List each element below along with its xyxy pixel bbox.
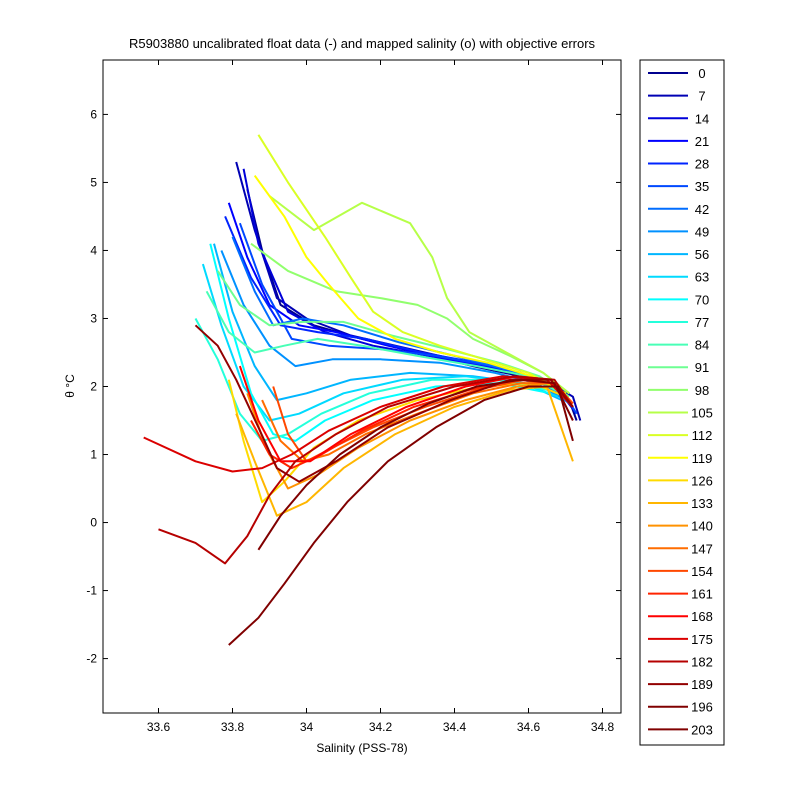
legend-label-126: 126 [691,473,713,488]
series-line-119 [253,175,566,395]
legend-label-119: 119 [692,451,713,466]
x-tick-label: 34.8 [591,720,615,734]
legend: 0 7 14 21 28 35 42 49 56 63 70 77 84 91 98 105 112 119 126… [639,59,725,746]
legend-label-7: 7 [698,89,705,104]
legend-label-133: 133 [691,496,713,511]
series-line-105 [268,195,570,395]
legend-label-182: 182 [691,654,713,669]
legend-label-49: 49 [695,224,709,239]
series-line-133 [235,385,574,517]
x-tick-label: 33.8 [221,720,245,734]
legend-label-189: 189 [691,677,713,692]
x-tick-label: 34.6 [517,720,541,734]
y-axis-label: θ °C [63,374,77,398]
x-tick-label: 34.2 [369,720,393,734]
x-axis-ticks: 33.6 33.8 34 34.2 34.4 34.6 34.8 [147,60,615,734]
x-tick-label: 34 [300,720,314,734]
y-tick-label: 6 [90,107,97,121]
legend-label-168: 168 [691,609,713,624]
legend-label-196: 196 [691,700,713,715]
legend-label-175: 175 [691,632,713,647]
y-tick-label: 4 [90,243,97,257]
legend-box [639,59,725,746]
y-axis-ticks: -2 -1 0 1 2 3 4 5 6 [86,107,621,666]
series-line-203 [228,385,574,646]
legend-label-63: 63 [695,270,709,285]
legend-label-98: 98 [695,383,709,398]
chart-title: R5903880 uncalibrated float data (-) and… [129,36,596,51]
legend-label-56: 56 [695,247,709,262]
legend-label-77: 77 [695,315,709,330]
legend-label-203: 203 [691,722,713,737]
legend-label-0: 0 [698,66,705,81]
legend-label-70: 70 [695,292,709,307]
series-line-196 [257,378,574,551]
series-line-182 [158,375,574,565]
legend-label-28: 28 [695,157,709,172]
series-line-112 [257,134,566,395]
legend-label-21: 21 [695,134,709,149]
y-tick-label: 3 [90,311,97,325]
x-tick-label: 33.6 [147,720,171,734]
y-tick-label: -2 [86,652,97,666]
legend-label-42: 42 [695,202,709,217]
y-tick-label: 2 [90,380,97,394]
legend-label-14: 14 [695,111,709,126]
series-line-147 [261,382,574,463]
legend-label-112: 112 [692,428,713,443]
y-tick-label: 5 [90,175,97,189]
series-line-84 [205,290,563,395]
legend-label-35: 35 [695,179,709,194]
series-line-77 [194,318,548,442]
x-axis-label: Salinity (PSS-78) [316,741,407,755]
x-tick-label: 34.4 [443,720,467,734]
legend-label-84: 84 [695,338,709,353]
series-layer [143,134,582,646]
y-tick-label: 1 [90,448,97,462]
legend-label-154: 154 [691,564,713,579]
legend-label-91: 91 [695,360,709,375]
y-tick-label: 0 [90,516,97,530]
legend-label-161: 161 [691,587,713,602]
legend-label-147: 147 [691,541,713,556]
y-tick-label: -1 [86,584,97,598]
legend-label-140: 140 [691,519,713,534]
legend-label-105: 105 [691,406,713,421]
